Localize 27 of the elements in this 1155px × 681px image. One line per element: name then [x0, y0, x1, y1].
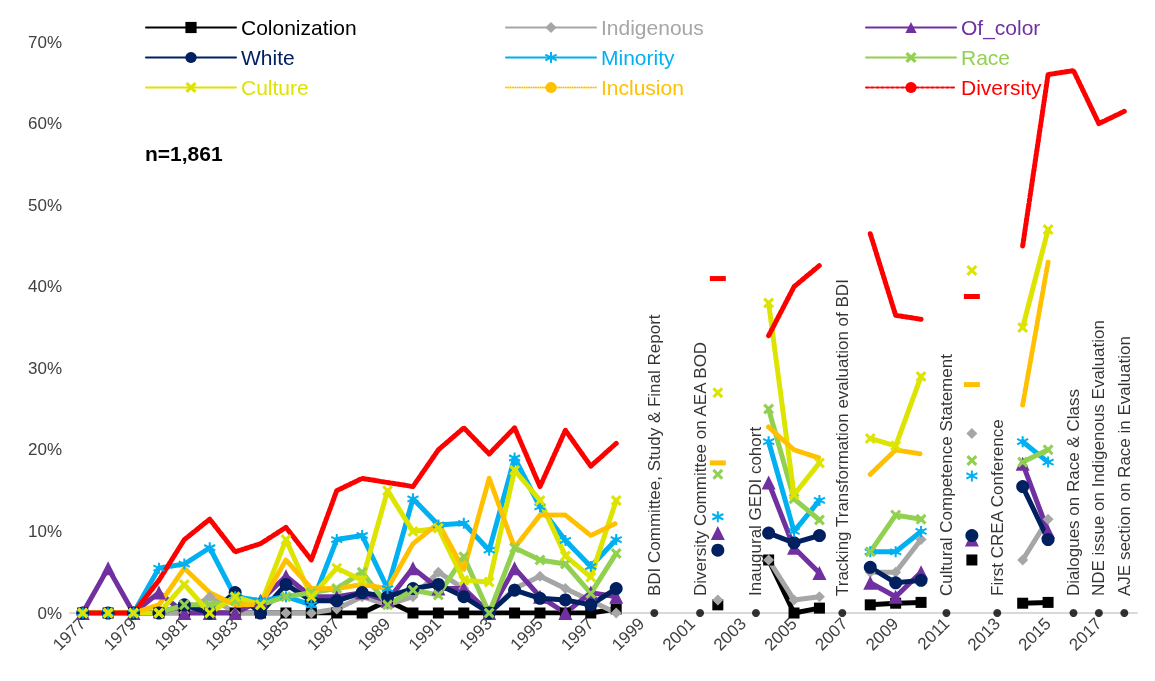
y-tick-label: 50% [27, 195, 62, 215]
y-tick-label: 0% [37, 603, 62, 623]
annotation: Dialogues on Race & Class [1063, 389, 1083, 596]
y-tick-label: 40% [27, 277, 62, 297]
legend-label: Diversity [961, 76, 1042, 99]
annotation: Tracking Transformation evaluation of BDI [832, 279, 852, 596]
legend-label: Minority [601, 46, 676, 69]
annotation: AJE section on Race in Evaluation [1114, 336, 1134, 596]
annotation: Inaugural GEDI cohort [746, 426, 766, 596]
legend-label: Race [961, 46, 1011, 69]
annotation: NDE issue on Indigenous Evaluation [1089, 320, 1109, 596]
y-tick-label: 20% [27, 440, 62, 460]
y-tick-label: 60% [27, 114, 62, 134]
annotation: BDI Committee, Study & Final Report [644, 314, 664, 596]
y-tick-label: 10% [27, 521, 62, 541]
legend-label: White [241, 46, 295, 69]
legend-label: Culture [241, 76, 309, 99]
legend-label: Colonization [241, 16, 357, 39]
annotation: Cultural Competence Statement [936, 353, 956, 596]
legend-label: Indigenous [601, 16, 704, 39]
legend-label: Inclusion [601, 76, 684, 99]
y-tick-label: 30% [27, 358, 62, 378]
y-tick-label: 70% [27, 32, 62, 52]
legend-label: Of_color [961, 16, 1041, 40]
annotation: n=1,861 [145, 142, 223, 165]
annotation: First CREA Conference [987, 419, 1007, 596]
annotation: Diversity Committee on AEA BOD [690, 341, 710, 596]
